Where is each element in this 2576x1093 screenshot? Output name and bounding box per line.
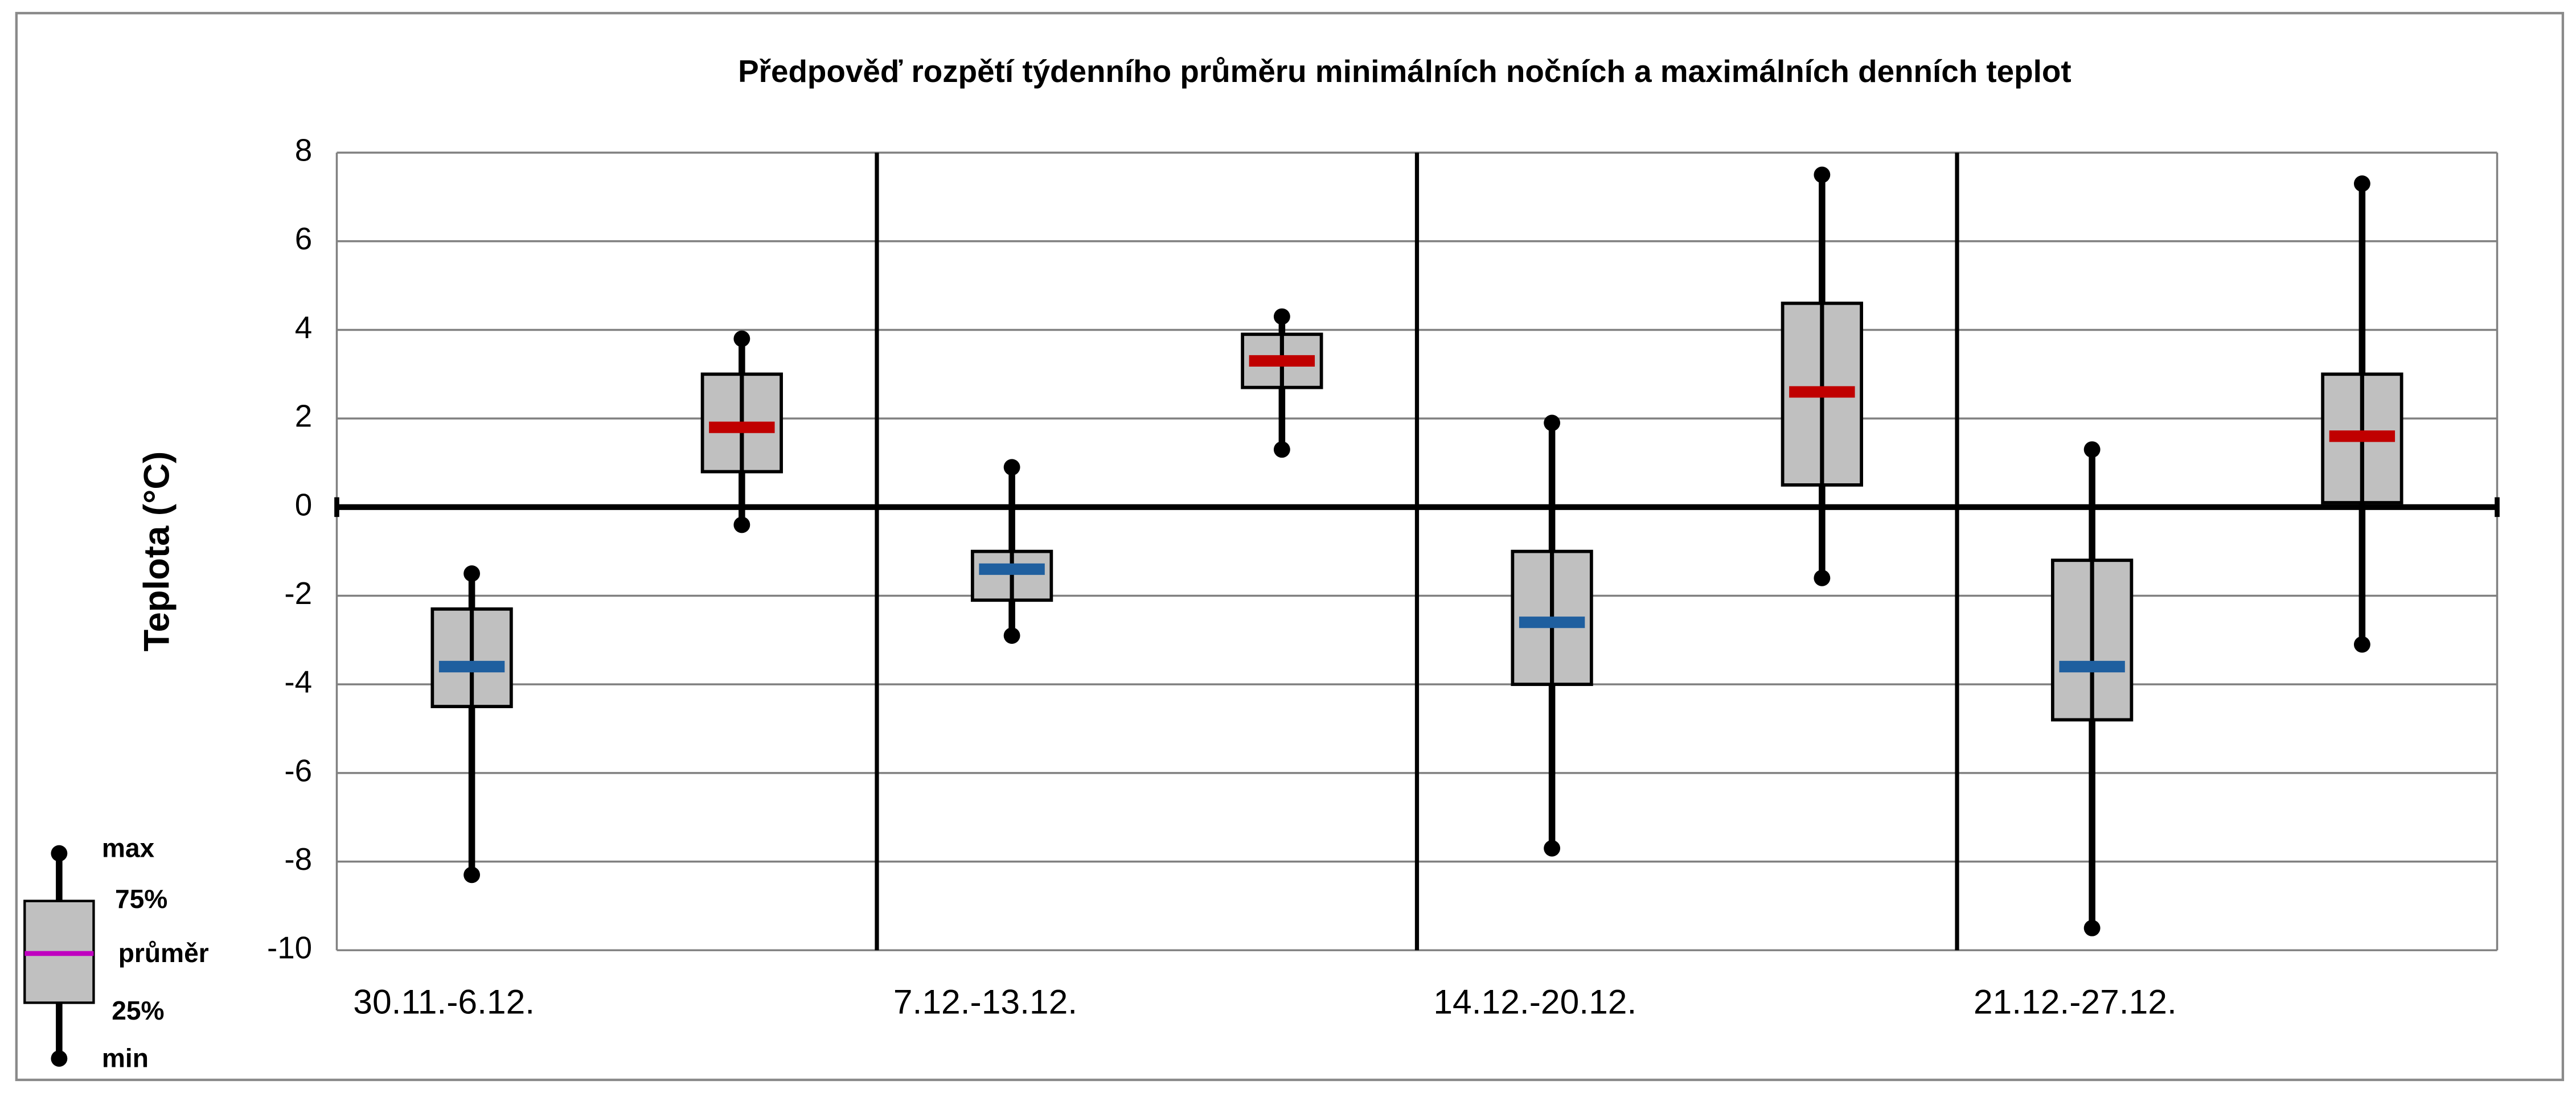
y-tick-label: -4 bbox=[284, 664, 312, 700]
min-dot bbox=[2083, 919, 2101, 936]
x-tick-label: 21.12.-27.12. bbox=[1974, 982, 2177, 1021]
y-tick-label: -6 bbox=[284, 753, 312, 788]
y-tick-label: 8 bbox=[295, 133, 312, 168]
min-dot bbox=[2353, 636, 2370, 653]
min-dot bbox=[733, 516, 750, 533]
max-dot bbox=[733, 330, 750, 347]
y-tick-label: 0 bbox=[295, 487, 312, 522]
legend-label: max bbox=[102, 833, 155, 863]
min-dot bbox=[1814, 569, 1831, 586]
chart-border bbox=[15, 11, 2565, 1082]
legend: max 75% průměr 25% min bbox=[23, 833, 209, 1073]
x-tick-label: 14.12.-20.12. bbox=[1433, 982, 1636, 1021]
legend-label: 75% bbox=[115, 884, 167, 914]
y-axis-label: Teplota (°C) bbox=[137, 451, 177, 652]
min-dot bbox=[1273, 441, 1290, 458]
max-dot bbox=[1003, 459, 1020, 476]
legend-max-dot bbox=[51, 845, 68, 862]
min-dot bbox=[463, 866, 481, 884]
y-tick-label: 4 bbox=[295, 310, 312, 345]
max-dot bbox=[2353, 175, 2370, 192]
y-tick-label: 2 bbox=[295, 398, 312, 434]
legend-label: min bbox=[102, 1043, 149, 1073]
max-dot bbox=[2083, 441, 2101, 458]
y-tick-label: -10 bbox=[267, 930, 312, 965]
max-dot bbox=[1544, 414, 1561, 432]
x-tick-label: 7.12.-13.12. bbox=[893, 982, 1077, 1021]
legend-min-dot bbox=[51, 1050, 68, 1067]
y-tick-label: -2 bbox=[284, 576, 312, 611]
min-dot bbox=[1544, 840, 1561, 857]
y-tick-label: -8 bbox=[284, 841, 312, 877]
chart-title: Předpověď rozpětí týdenního průměru mini… bbox=[738, 54, 2071, 89]
x-tick-label: 30.11.-6.12. bbox=[353, 982, 535, 1021]
max-dot bbox=[1273, 308, 1290, 325]
max-dot bbox=[1814, 166, 1831, 183]
legend-label: průměr bbox=[118, 938, 209, 968]
max-dot bbox=[463, 565, 481, 582]
y-tick-label: 6 bbox=[295, 221, 312, 256]
legend-label: 25% bbox=[112, 996, 164, 1025]
min-dot bbox=[1003, 627, 1020, 644]
